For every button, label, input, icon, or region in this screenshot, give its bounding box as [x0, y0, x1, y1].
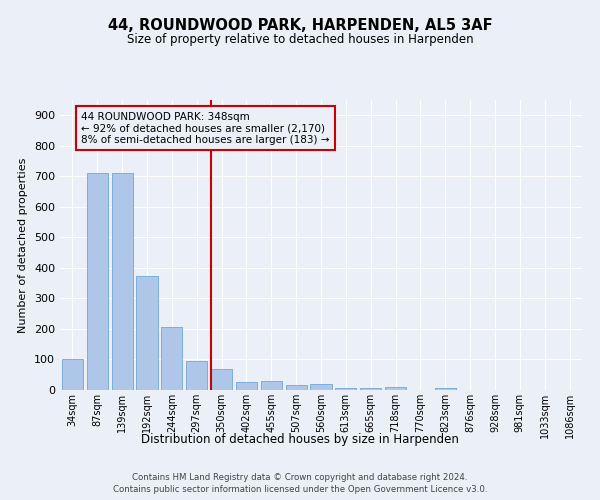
Text: Size of property relative to detached houses in Harpenden: Size of property relative to detached ho…: [127, 32, 473, 46]
Text: 44, ROUNDWOOD PARK, HARPENDEN, AL5 3AF: 44, ROUNDWOOD PARK, HARPENDEN, AL5 3AF: [107, 18, 493, 32]
Bar: [161, 328, 182, 390]
Y-axis label: Number of detached properties: Number of detached properties: [19, 158, 28, 332]
Bar: [310, 384, 332, 390]
Bar: [186, 361, 207, 390]
Bar: [62, 360, 83, 390]
Bar: [335, 388, 356, 390]
Bar: [385, 387, 406, 390]
Text: Distribution of detached houses by size in Harpenden: Distribution of detached houses by size …: [141, 432, 459, 446]
Text: Contains public sector information licensed under the Open Government Licence v3: Contains public sector information licen…: [113, 485, 487, 494]
Bar: [236, 382, 257, 390]
Bar: [435, 388, 456, 390]
Bar: [211, 368, 232, 390]
Bar: [87, 174, 108, 390]
Bar: [112, 174, 133, 390]
Bar: [136, 276, 158, 390]
Bar: [360, 388, 381, 390]
Text: Contains HM Land Registry data © Crown copyright and database right 2024.: Contains HM Land Registry data © Crown c…: [132, 472, 468, 482]
Bar: [286, 385, 307, 390]
Bar: [261, 381, 282, 390]
Text: 44 ROUNDWOOD PARK: 348sqm
← 92% of detached houses are smaller (2,170)
8% of sem: 44 ROUNDWOOD PARK: 348sqm ← 92% of detac…: [81, 112, 329, 145]
